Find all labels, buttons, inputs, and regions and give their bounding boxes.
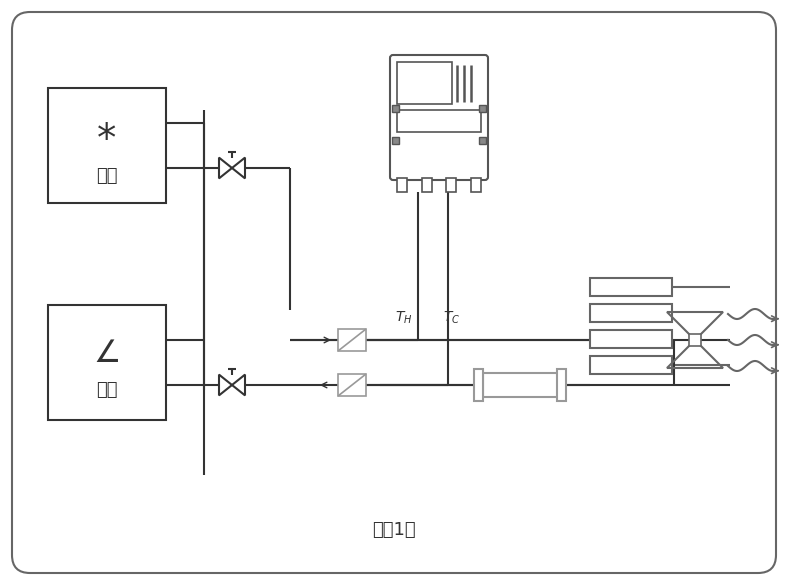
Text: ∠: ∠ <box>93 339 121 367</box>
Bar <box>48 88 166 203</box>
Bar <box>590 304 672 322</box>
Bar <box>338 329 366 351</box>
Bar <box>590 330 672 348</box>
Bar <box>590 278 672 296</box>
Bar <box>479 137 486 144</box>
Bar <box>483 373 558 397</box>
Bar <box>474 369 483 401</box>
Bar <box>397 178 407 192</box>
Bar <box>422 178 432 192</box>
Bar <box>392 137 399 144</box>
Bar <box>479 105 486 112</box>
Text: *: * <box>97 121 117 159</box>
Text: $T_C$: $T_C$ <box>444 310 461 326</box>
Bar <box>557 369 566 401</box>
Text: $T_H$: $T_H$ <box>396 310 413 326</box>
FancyBboxPatch shape <box>12 12 776 573</box>
Bar <box>471 178 481 192</box>
Text: 冷源: 冷源 <box>96 167 117 185</box>
Text: 热源: 热源 <box>96 381 117 399</box>
Bar <box>48 305 166 420</box>
Text: （图1）: （图1） <box>372 521 416 539</box>
Bar <box>590 356 672 374</box>
Bar <box>397 62 452 104</box>
Bar <box>446 178 456 192</box>
Bar <box>338 374 366 396</box>
FancyBboxPatch shape <box>390 55 488 180</box>
Bar <box>392 105 399 112</box>
Bar <box>397 110 481 132</box>
Bar <box>689 334 701 346</box>
